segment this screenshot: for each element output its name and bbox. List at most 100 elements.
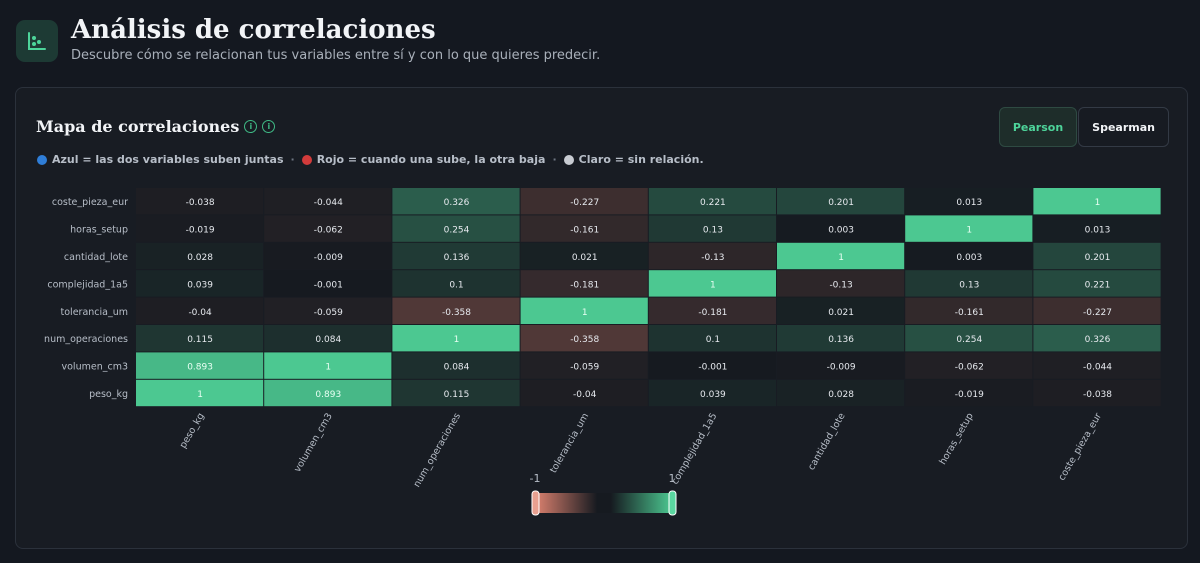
heatmap-cell[interactable] xyxy=(648,379,776,407)
heatmap-cell[interactable] xyxy=(264,352,392,379)
heatmap-cell[interactable] xyxy=(648,297,776,324)
heatmap-cell[interactable] xyxy=(520,270,648,297)
cell-value-label: -0.019 xyxy=(186,226,215,236)
heatmap-cell[interactable] xyxy=(520,297,648,324)
heatmap-cell[interactable] xyxy=(648,352,776,379)
heatmap-cell[interactable] xyxy=(905,215,1033,242)
y-tick-label: complejidad_1a5 xyxy=(47,279,128,290)
heatmap-cell[interactable] xyxy=(905,379,1033,407)
heatmap-cell[interactable] xyxy=(520,188,648,215)
heatmap-cell[interactable] xyxy=(136,242,264,270)
heatmap-cell[interactable] xyxy=(905,188,1033,215)
heatmap-cell[interactable] xyxy=(1033,325,1161,352)
heatmap-cell[interactable] xyxy=(648,215,776,242)
cell-value-label: -0.04 xyxy=(188,308,212,318)
x-tick-label: tolerancia_um xyxy=(548,411,591,475)
cell-value-label: 0.326 xyxy=(1085,335,1111,345)
heatmap-cell[interactable] xyxy=(1033,352,1161,379)
cell-value-label: -0.227 xyxy=(570,198,599,208)
heatmap-cell[interactable] xyxy=(264,325,392,352)
heatmap-cell[interactable] xyxy=(1033,215,1161,242)
heatmap-cell[interactable] xyxy=(648,325,776,352)
cell-value-label: -0.044 xyxy=(1083,363,1112,373)
heatmap-cell[interactable] xyxy=(392,379,520,407)
pearson-button[interactable]: Pearson xyxy=(998,107,1078,147)
heatmap-cell[interactable] xyxy=(392,270,520,297)
heatmap-cell[interactable] xyxy=(905,325,1033,352)
heatmap-cell[interactable] xyxy=(1033,188,1161,215)
heatmap-cell[interactable] xyxy=(136,270,264,297)
heatmap-cell[interactable] xyxy=(648,242,776,270)
heatmap-cell[interactable] xyxy=(777,297,905,324)
heatmap-cell[interactable] xyxy=(1033,297,1161,324)
cell-value-label: 0.028 xyxy=(828,390,854,400)
cell-value-label: -0.062 xyxy=(955,363,984,373)
heatmap-cell[interactable] xyxy=(136,325,264,352)
cell-value-label: -0.059 xyxy=(314,308,343,318)
cell-value-label: 0.201 xyxy=(828,198,854,208)
heatmap-cell[interactable] xyxy=(264,270,392,297)
heatmap-cell[interactable] xyxy=(777,242,905,270)
heatmap-cell[interactable] xyxy=(905,242,1033,270)
heatmap-cell[interactable] xyxy=(520,352,648,379)
heatmap-cell[interactable] xyxy=(777,325,905,352)
heatmap-cell[interactable] xyxy=(264,297,392,324)
heatmap-cell[interactable] xyxy=(392,215,520,242)
y-tick-label: volumen_cm3 xyxy=(62,362,129,373)
heatmap-cell[interactable] xyxy=(264,188,392,215)
heatmap-cell[interactable] xyxy=(777,270,905,297)
colorbar-max-handle[interactable] xyxy=(668,490,677,516)
heatmap-cell[interactable] xyxy=(136,188,264,215)
cell-value-label: 0.201 xyxy=(1085,253,1111,263)
heatmap-cell[interactable] xyxy=(520,379,648,407)
cell-value-label: 0.021 xyxy=(572,253,598,263)
legend-dot-red xyxy=(301,154,312,165)
cell-value-label: -0.04 xyxy=(573,390,597,400)
cell-value-label: 1 xyxy=(582,308,588,318)
heatmap-cell[interactable] xyxy=(1033,379,1161,407)
page-subtitle: Descubre cómo se relacionan tus variable… xyxy=(71,48,601,63)
heatmap-cell[interactable] xyxy=(648,270,776,297)
heatmap-cell[interactable] xyxy=(392,325,520,352)
heatmap-cell[interactable] xyxy=(136,215,264,242)
info-icon[interactable]: i xyxy=(244,120,258,133)
heatmap-cell[interactable] xyxy=(264,215,392,242)
heatmap-cell[interactable] xyxy=(392,352,520,379)
heatmap-cell[interactable] xyxy=(392,188,520,215)
cell-value-label: -0.161 xyxy=(955,308,984,318)
heatmap-cell[interactable] xyxy=(905,352,1033,379)
heatmap-cell[interactable] xyxy=(520,325,648,352)
heatmap-cell[interactable] xyxy=(905,297,1033,324)
heatmap-cell[interactable] xyxy=(392,242,520,270)
heatmap-cell[interactable] xyxy=(392,297,520,324)
cell-value-label: 0.039 xyxy=(187,280,213,290)
cell-value-label: -0.358 xyxy=(442,308,471,318)
heatmap-cell[interactable] xyxy=(777,352,905,379)
heatmap-cell[interactable] xyxy=(136,297,264,324)
heatmap-cell[interactable] xyxy=(520,215,648,242)
cell-value-label: -0.001 xyxy=(314,280,343,290)
heatmap-cell[interactable] xyxy=(264,379,392,407)
cell-value-label: 0.1 xyxy=(706,335,720,345)
heatmap-cell[interactable] xyxy=(648,188,776,215)
heatmap-cell[interactable] xyxy=(777,215,905,242)
heatmap-cell[interactable] xyxy=(136,352,264,379)
heatmap-cell[interactable] xyxy=(1033,242,1161,270)
cell-value-label: 0.254 xyxy=(444,226,470,236)
heatmap-cell[interactable] xyxy=(905,270,1033,297)
heatmap-cell[interactable] xyxy=(136,379,264,407)
info-icon-secondary[interactable]: i xyxy=(262,120,276,133)
heatmap-cell[interactable] xyxy=(777,188,905,215)
heatmap-cell[interactable] xyxy=(264,242,392,270)
heatmap-cell[interactable] xyxy=(520,242,648,270)
x-tick-label: volumen_cm3 xyxy=(292,411,335,474)
cell-value-label: -0.227 xyxy=(1083,308,1112,318)
colorbar-min-handle[interactable] xyxy=(531,490,540,516)
cell-value-label: 1 xyxy=(454,335,460,345)
heatmap-cell[interactable] xyxy=(777,379,905,407)
cell-value-label: 1 xyxy=(325,363,331,373)
cell-value-label: 1 xyxy=(838,253,844,263)
spearman-button[interactable]: Spearman xyxy=(1078,107,1169,147)
heatmap-cell[interactable] xyxy=(1033,270,1161,297)
cell-value-label: 0.084 xyxy=(444,363,470,373)
